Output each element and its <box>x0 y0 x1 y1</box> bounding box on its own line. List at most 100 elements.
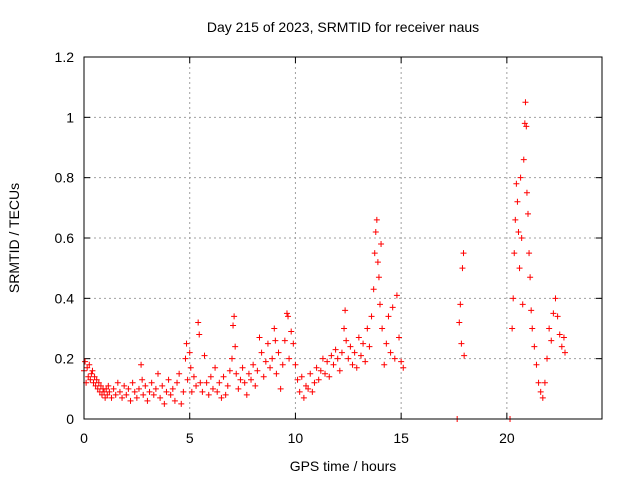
data-point <box>123 391 130 398</box>
data-point <box>187 364 194 371</box>
data-point <box>190 373 197 380</box>
data-point <box>184 376 191 383</box>
data-point <box>396 334 403 341</box>
data-point <box>520 156 527 163</box>
data-point <box>357 352 364 359</box>
data-point <box>366 343 373 350</box>
data-point <box>209 385 216 392</box>
data-point <box>510 295 517 302</box>
data-point <box>460 250 467 257</box>
data-point <box>201 352 208 359</box>
data-point <box>526 250 533 257</box>
data-point <box>554 313 561 320</box>
data-point <box>110 385 117 392</box>
data-point <box>260 373 267 380</box>
data-point <box>86 361 93 368</box>
data-point <box>383 340 390 347</box>
data-point <box>336 367 343 374</box>
data-point <box>188 388 195 395</box>
data-point <box>150 391 157 398</box>
data-point <box>370 286 377 293</box>
y-tick-label: 1 <box>66 109 74 125</box>
data-point <box>461 352 468 359</box>
data-point <box>167 391 174 398</box>
data-point <box>196 331 203 338</box>
data-point <box>163 388 170 395</box>
data-point <box>535 379 542 386</box>
plot-frame <box>83 56 603 420</box>
data-point <box>509 325 516 332</box>
data-point <box>456 319 463 326</box>
data-point <box>233 370 240 377</box>
data-point <box>391 355 398 362</box>
data-point <box>229 355 235 362</box>
data-point <box>521 120 528 127</box>
data-point <box>387 349 394 356</box>
data-point <box>511 250 518 257</box>
data-point <box>97 382 104 389</box>
data-point <box>169 385 176 392</box>
data-point <box>275 349 282 356</box>
data-point <box>286 355 293 362</box>
data-point <box>176 370 183 377</box>
data-point <box>226 367 233 374</box>
data-point <box>552 295 559 302</box>
data-point <box>273 370 280 377</box>
data-point <box>345 355 352 362</box>
y-tick-label: 1.2 <box>55 49 75 65</box>
data-point <box>101 388 108 395</box>
data-point <box>364 325 371 332</box>
data-point <box>165 376 172 383</box>
data-point <box>379 325 386 332</box>
data-point <box>459 265 466 272</box>
data-point <box>298 373 305 380</box>
data-point <box>131 388 138 395</box>
data-point <box>230 322 237 329</box>
data-point <box>539 394 546 401</box>
data-point <box>355 334 362 341</box>
data-point <box>94 385 101 392</box>
data-point <box>195 319 202 326</box>
data-point <box>368 313 375 320</box>
data-point <box>529 325 536 332</box>
data-point <box>139 376 146 383</box>
data-point <box>294 376 301 383</box>
data-point <box>315 376 322 383</box>
y-tick-label: 0 <box>66 411 74 427</box>
data-point <box>288 328 295 335</box>
data-point <box>342 307 349 314</box>
data-point <box>347 343 354 350</box>
data-point <box>142 382 149 389</box>
data-point <box>307 370 314 377</box>
y-tick-label: 0.2 <box>55 351 75 367</box>
data-point <box>562 349 568 356</box>
data-point <box>279 361 286 368</box>
data-point <box>82 358 89 365</box>
x-tick-label: 20 <box>499 430 515 446</box>
data-point <box>216 379 223 386</box>
data-point <box>207 373 214 380</box>
data-point <box>243 391 250 398</box>
data-point <box>528 307 535 314</box>
data-point <box>248 376 255 383</box>
data-point <box>512 216 519 223</box>
data-point <box>180 388 187 395</box>
data-point <box>332 346 339 353</box>
data-point <box>374 259 381 266</box>
data-point <box>393 292 400 299</box>
data-point <box>353 364 360 371</box>
data-point <box>527 274 534 281</box>
data-point <box>349 361 356 368</box>
data-point <box>296 388 303 395</box>
data-point <box>87 376 94 383</box>
data-point <box>560 334 567 341</box>
chart-title: Day 215 of 2023, SRMTID for receiver nau… <box>207 19 479 35</box>
data-point <box>199 388 206 395</box>
data-point <box>372 228 379 235</box>
data-point <box>193 382 200 389</box>
data-point <box>271 325 278 332</box>
y-tick-label: 0.6 <box>55 230 75 246</box>
data-point <box>300 394 307 401</box>
data-point <box>183 340 190 347</box>
data-point <box>516 265 523 272</box>
